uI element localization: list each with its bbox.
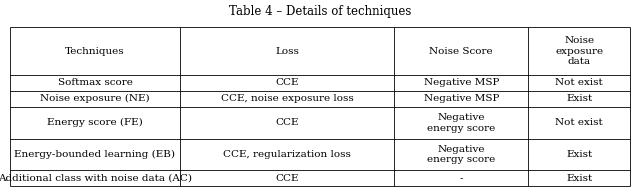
Text: Exist: Exist [566, 150, 592, 159]
Text: CCE, regularization loss: CCE, regularization loss [223, 150, 351, 159]
Text: Energy score (FE): Energy score (FE) [47, 118, 143, 127]
Text: CCE: CCE [276, 118, 299, 127]
Text: CCE, noise exposure loss: CCE, noise exposure loss [221, 94, 354, 103]
Text: Noise
exposure
data: Noise exposure data [555, 36, 604, 67]
Text: Softmax score: Softmax score [58, 78, 132, 88]
Text: Negative MSP: Negative MSP [424, 78, 499, 88]
Text: Table 4 – Details of techniques: Table 4 – Details of techniques [229, 5, 411, 18]
Text: Negative MSP: Negative MSP [424, 94, 499, 103]
Text: CCE: CCE [276, 78, 299, 88]
Text: Energy-bounded learning (EB): Energy-bounded learning (EB) [15, 150, 175, 159]
Text: Loss: Loss [275, 47, 300, 56]
Text: Exist: Exist [566, 174, 592, 183]
Text: Noise Score: Noise Score [429, 47, 493, 56]
Text: Techniques: Techniques [65, 47, 125, 56]
Text: CCE: CCE [276, 174, 299, 183]
Text: Exist: Exist [566, 94, 592, 103]
Text: Negative
energy score: Negative energy score [427, 113, 495, 132]
Text: Additional class with noise data (AC): Additional class with noise data (AC) [0, 174, 192, 183]
Text: -: - [460, 174, 463, 183]
Text: Not exist: Not exist [556, 118, 603, 127]
Text: Noise exposure (NE): Noise exposure (NE) [40, 94, 150, 103]
Text: Not exist: Not exist [556, 78, 603, 88]
Text: Negative
energy score: Negative energy score [427, 145, 495, 164]
